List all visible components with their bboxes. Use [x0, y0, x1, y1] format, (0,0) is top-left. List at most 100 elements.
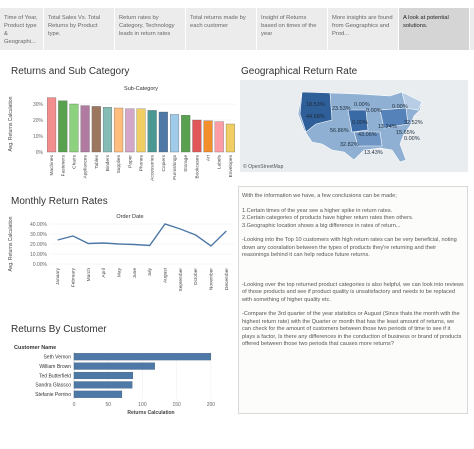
customer-name-label: Stefanie Perrino: [35, 392, 71, 398]
subcat-bar[interactable]: [136, 108, 146, 153]
subcat-x-tick: Copiers: [161, 154, 167, 171]
geographical-return-rate-title: Geographical Return Rate: [241, 66, 358, 77]
subcat-x-tick: Labels: [217, 154, 223, 169]
subcat-bar[interactable]: [114, 107, 124, 153]
monthly-return-rates-chart[interactable]: Order Date Avg. Returns Calculation 40.00%…: [0, 210, 238, 320]
subcat-x-tick: Fasteners: [60, 154, 66, 176]
region-mid-dark: [347, 109, 369, 133]
monthly-x-tick: January: [55, 267, 61, 285]
story-tab-4[interactable]: Total returns made by each customer: [186, 8, 257, 50]
customer-bar[interactable]: [73, 390, 123, 398]
monthly-y-tick: 0.00%: [33, 262, 48, 268]
customer-bar[interactable]: [73, 353, 212, 361]
monthly-chart-header: Order Date: [116, 214, 143, 220]
region-northeast: [401, 91, 423, 111]
customer-x-tick: 0: [73, 402, 76, 408]
map-rate-label: 15.65%: [396, 130, 415, 136]
map-rate-label: 32.52%: [404, 120, 423, 126]
conclusion-paragraph: With the information we have, a few conc…: [242, 193, 397, 199]
subcat-bar[interactable]: [225, 123, 235, 153]
subcat-y-tick: 0%: [36, 150, 44, 156]
customer-name-label: William Brown: [39, 364, 71, 370]
subcat-x-tick: Tables: [94, 154, 100, 168]
region-south-mid: [353, 131, 383, 147]
geographical-map[interactable]: 18.53% 23.53% 0.00% 44.68% 0.00% 0.00% 56.86% 0…: [240, 80, 468, 172]
customer-x-tick: 50: [105, 402, 111, 408]
subcat-bar[interactable]: [69, 103, 79, 153]
conclusion-paragraph: -Compare the 3rd quarter of the year sta…: [242, 311, 462, 348]
subcat-x-tick: Furnishings: [172, 154, 178, 179]
monthly-y-tick: 40.00%: [30, 222, 48, 228]
subcat-bar[interactable]: [214, 121, 224, 153]
customer-bar[interactable]: [73, 381, 133, 389]
story-tab-1[interactable]: Time of Year, Product type & Geographi..…: [0, 8, 44, 50]
story-tab-6[interactable]: More insights are found from Geographics…: [328, 8, 399, 50]
subcat-x-tick: Supplies: [116, 154, 122, 173]
map-rate-label: 0.00%: [352, 120, 368, 126]
subcat-x-tick: Accessories: [150, 154, 156, 180]
customer-bar[interactable]: [73, 371, 134, 380]
map-rate-label: 44.68%: [306, 114, 325, 120]
map-rate-label: 0.00%: [392, 104, 408, 110]
subcat-bar[interactable]: [80, 105, 90, 153]
customer-name-label: Sandra Glassco: [35, 383, 71, 389]
subcat-x-tick: Storage: [183, 155, 189, 172]
story-nav-spacer: [470, 8, 474, 50]
map-rate-label: 32.82%: [340, 142, 359, 148]
subcat-x-tick: Paper: [127, 155, 133, 168]
customer-bar[interactable]: [73, 362, 155, 370]
region-west-dark: [299, 91, 333, 133]
map-rate-label: 18.53%: [306, 102, 325, 108]
subcat-bar[interactable]: [170, 114, 180, 153]
conclusion-paragraph: -Looking into the Top 10 customers with …: [242, 237, 457, 259]
subcat-bar[interactable]: [102, 107, 112, 153]
subcat-bar[interactable]: [192, 119, 202, 153]
customer-name-label: Ted Butterfield: [39, 373, 71, 379]
monthly-y-tick: 30.00%: [30, 232, 48, 238]
monthly-x-tick: March: [86, 268, 92, 282]
subcat-bar[interactable]: [125, 108, 135, 153]
monthly-return-rates-title: Monthly Return Rates: [11, 196, 108, 207]
story-tab-7-active[interactable]: A look at potential solutions.: [399, 8, 470, 50]
subcat-bar[interactable]: [58, 100, 68, 153]
monthly-x-tick: May: [117, 267, 123, 277]
conclusion-paragraph: [242, 267, 464, 274]
subcat-x-tick: Envelopes: [228, 154, 234, 177]
monthly-x-tick: December: [224, 268, 230, 291]
monthly-x-tick: August: [163, 267, 169, 283]
map-rate-label: 0.00%: [404, 136, 420, 142]
returns-sub-category-title: Returns and Sub Category: [11, 66, 130, 77]
subcat-bar[interactable]: [158, 111, 168, 153]
returns-by-customer-chart[interactable]: Customer Name 0 50 100 150 200 Seth Vernon Will…: [0, 340, 238, 420]
returns-sub-category-chart[interactable]: Sub-Category Avg. Returns Calculation 30% 2…: [0, 80, 238, 190]
monthly-x-tick: October: [193, 268, 199, 285]
map-rate-label: 0.00%: [354, 102, 370, 108]
subcat-x-tick: Machines: [49, 154, 55, 175]
customer-x-tick: 200: [207, 402, 216, 408]
map-rate-label: 23.53%: [332, 106, 351, 112]
customer-x-axis-label: Returns Calculation: [127, 410, 174, 416]
subcat-y-tick: 20%: [33, 118, 44, 124]
map-rate-label: 43.06%: [358, 132, 377, 138]
monthly-series-line[interactable]: [57, 223, 227, 247]
subcat-x-tick: Binders: [105, 154, 111, 171]
monthly-y-tick: 10.00%: [30, 252, 48, 258]
monthly-x-tick: April: [101, 268, 107, 278]
us-map-svg: [297, 91, 423, 163]
story-tab-3[interactable]: Return rates by Category, Technology lea…: [115, 8, 186, 50]
monthly-x-tick: November: [209, 268, 215, 291]
subcat-bar[interactable]: [147, 110, 157, 153]
monthly-x-tick: June: [132, 268, 138, 279]
subcat-bar[interactable]: [181, 115, 191, 153]
customer-x-tick: 100: [138, 402, 147, 408]
map-rate-label: 13.43%: [364, 150, 383, 156]
subcat-y-tick: 30%: [33, 102, 44, 108]
subcat-bar[interactable]: [47, 97, 57, 153]
story-tab-5[interactable]: Insight of Returns based on times of the…: [257, 8, 328, 50]
map-credit: © OpenStreetMap: [243, 164, 284, 170]
subcat-bar[interactable]: [203, 120, 213, 153]
story-tab-2[interactable]: Total Sales Vs. Total Returns by Product…: [44, 8, 115, 50]
region-east-mid: [379, 107, 409, 129]
subcat-bar[interactable]: [91, 106, 101, 153]
subcat-x-tick: Phones: [139, 154, 145, 171]
